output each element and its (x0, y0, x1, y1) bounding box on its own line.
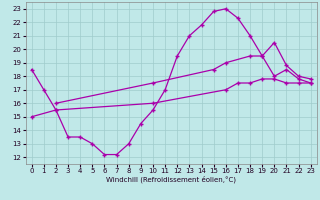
X-axis label: Windchill (Refroidissement éolien,°C): Windchill (Refroidissement éolien,°C) (106, 176, 236, 183)
